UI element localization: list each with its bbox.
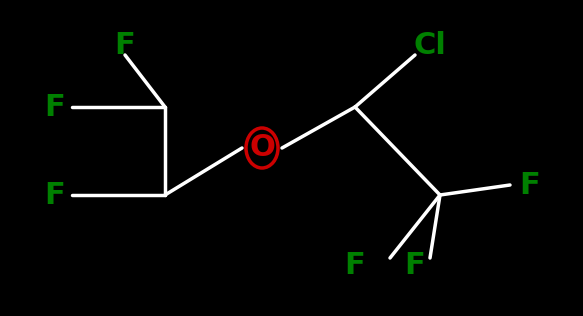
Text: F: F (115, 31, 135, 59)
Text: F: F (345, 251, 366, 279)
Ellipse shape (248, 131, 276, 165)
Text: Cl: Cl (413, 31, 447, 59)
Text: F: F (45, 93, 65, 121)
Text: F: F (405, 251, 426, 279)
Text: F: F (45, 180, 65, 210)
Text: O: O (249, 133, 275, 162)
Text: F: F (519, 171, 540, 199)
